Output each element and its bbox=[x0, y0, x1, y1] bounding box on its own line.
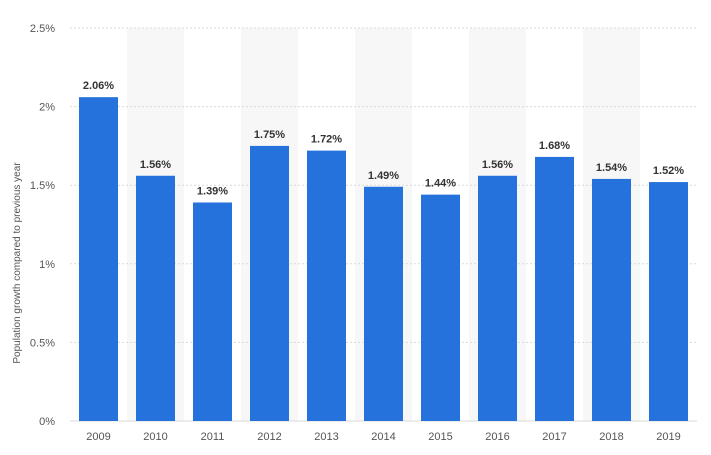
data-label: 2.06% bbox=[83, 80, 114, 92]
data-label: 1.68% bbox=[539, 140, 570, 152]
y-tick-label: 2% bbox=[39, 102, 55, 114]
value-labels: 2.06% 1.56% 1.39% 1.75% 1.72% 1.49% 1.44% 1.56%… bbox=[83, 80, 684, 197]
data-label: 1.49% bbox=[368, 170, 399, 182]
y-tick-label: 1% bbox=[39, 259, 55, 271]
bar bbox=[478, 175, 517, 421]
bar bbox=[193, 202, 232, 421]
x-tick-label: 2012 bbox=[257, 431, 281, 443]
data-label: 1.52% bbox=[653, 165, 684, 177]
data-label: 1.44% bbox=[425, 178, 456, 190]
data-label: 1.39% bbox=[197, 185, 228, 197]
y-tick-label: 1.5% bbox=[30, 180, 55, 192]
bar bbox=[250, 145, 289, 421]
bar bbox=[649, 182, 688, 421]
x-tick-label: 2015 bbox=[428, 431, 452, 443]
y-axis-ticks: 0% 0.5% 1% 1.5% 2% 2.5% bbox=[30, 23, 55, 428]
data-label: 1.56% bbox=[482, 159, 513, 171]
data-label: 1.72% bbox=[311, 134, 342, 146]
data-label: 1.56% bbox=[140, 159, 171, 171]
data-label: 1.75% bbox=[254, 129, 285, 141]
bar bbox=[307, 150, 346, 421]
bar bbox=[79, 97, 118, 421]
y-axis-title: Population growth compared to previous y… bbox=[12, 162, 23, 364]
bar bbox=[535, 156, 574, 422]
bar bbox=[364, 186, 403, 421]
x-tick-label: 2014 bbox=[371, 431, 395, 443]
bar bbox=[592, 178, 631, 421]
y-tick-label: 0% bbox=[39, 416, 55, 428]
x-tick-label: 2011 bbox=[201, 431, 225, 443]
bar bbox=[136, 175, 175, 421]
bars bbox=[79, 97, 688, 422]
x-tick-label: 2010 bbox=[143, 431, 167, 443]
x-tick-label: 2019 bbox=[656, 431, 680, 443]
data-label: 1.54% bbox=[596, 162, 627, 174]
x-tick-label: 2009 bbox=[86, 431, 110, 443]
y-tick-label: 2.5% bbox=[30, 23, 55, 35]
y-tick-label: 0.5% bbox=[30, 337, 55, 349]
x-tick-label: 2013 bbox=[314, 431, 338, 443]
x-tick-label: 2018 bbox=[599, 431, 623, 443]
x-axis-ticks: 2009 2010 2011 2012 2013 2014 2015 2016 2017 2018… bbox=[86, 431, 680, 443]
x-tick-label: 2017 bbox=[542, 431, 566, 443]
x-tick-label: 2016 bbox=[485, 431, 509, 443]
bar bbox=[421, 194, 460, 421]
